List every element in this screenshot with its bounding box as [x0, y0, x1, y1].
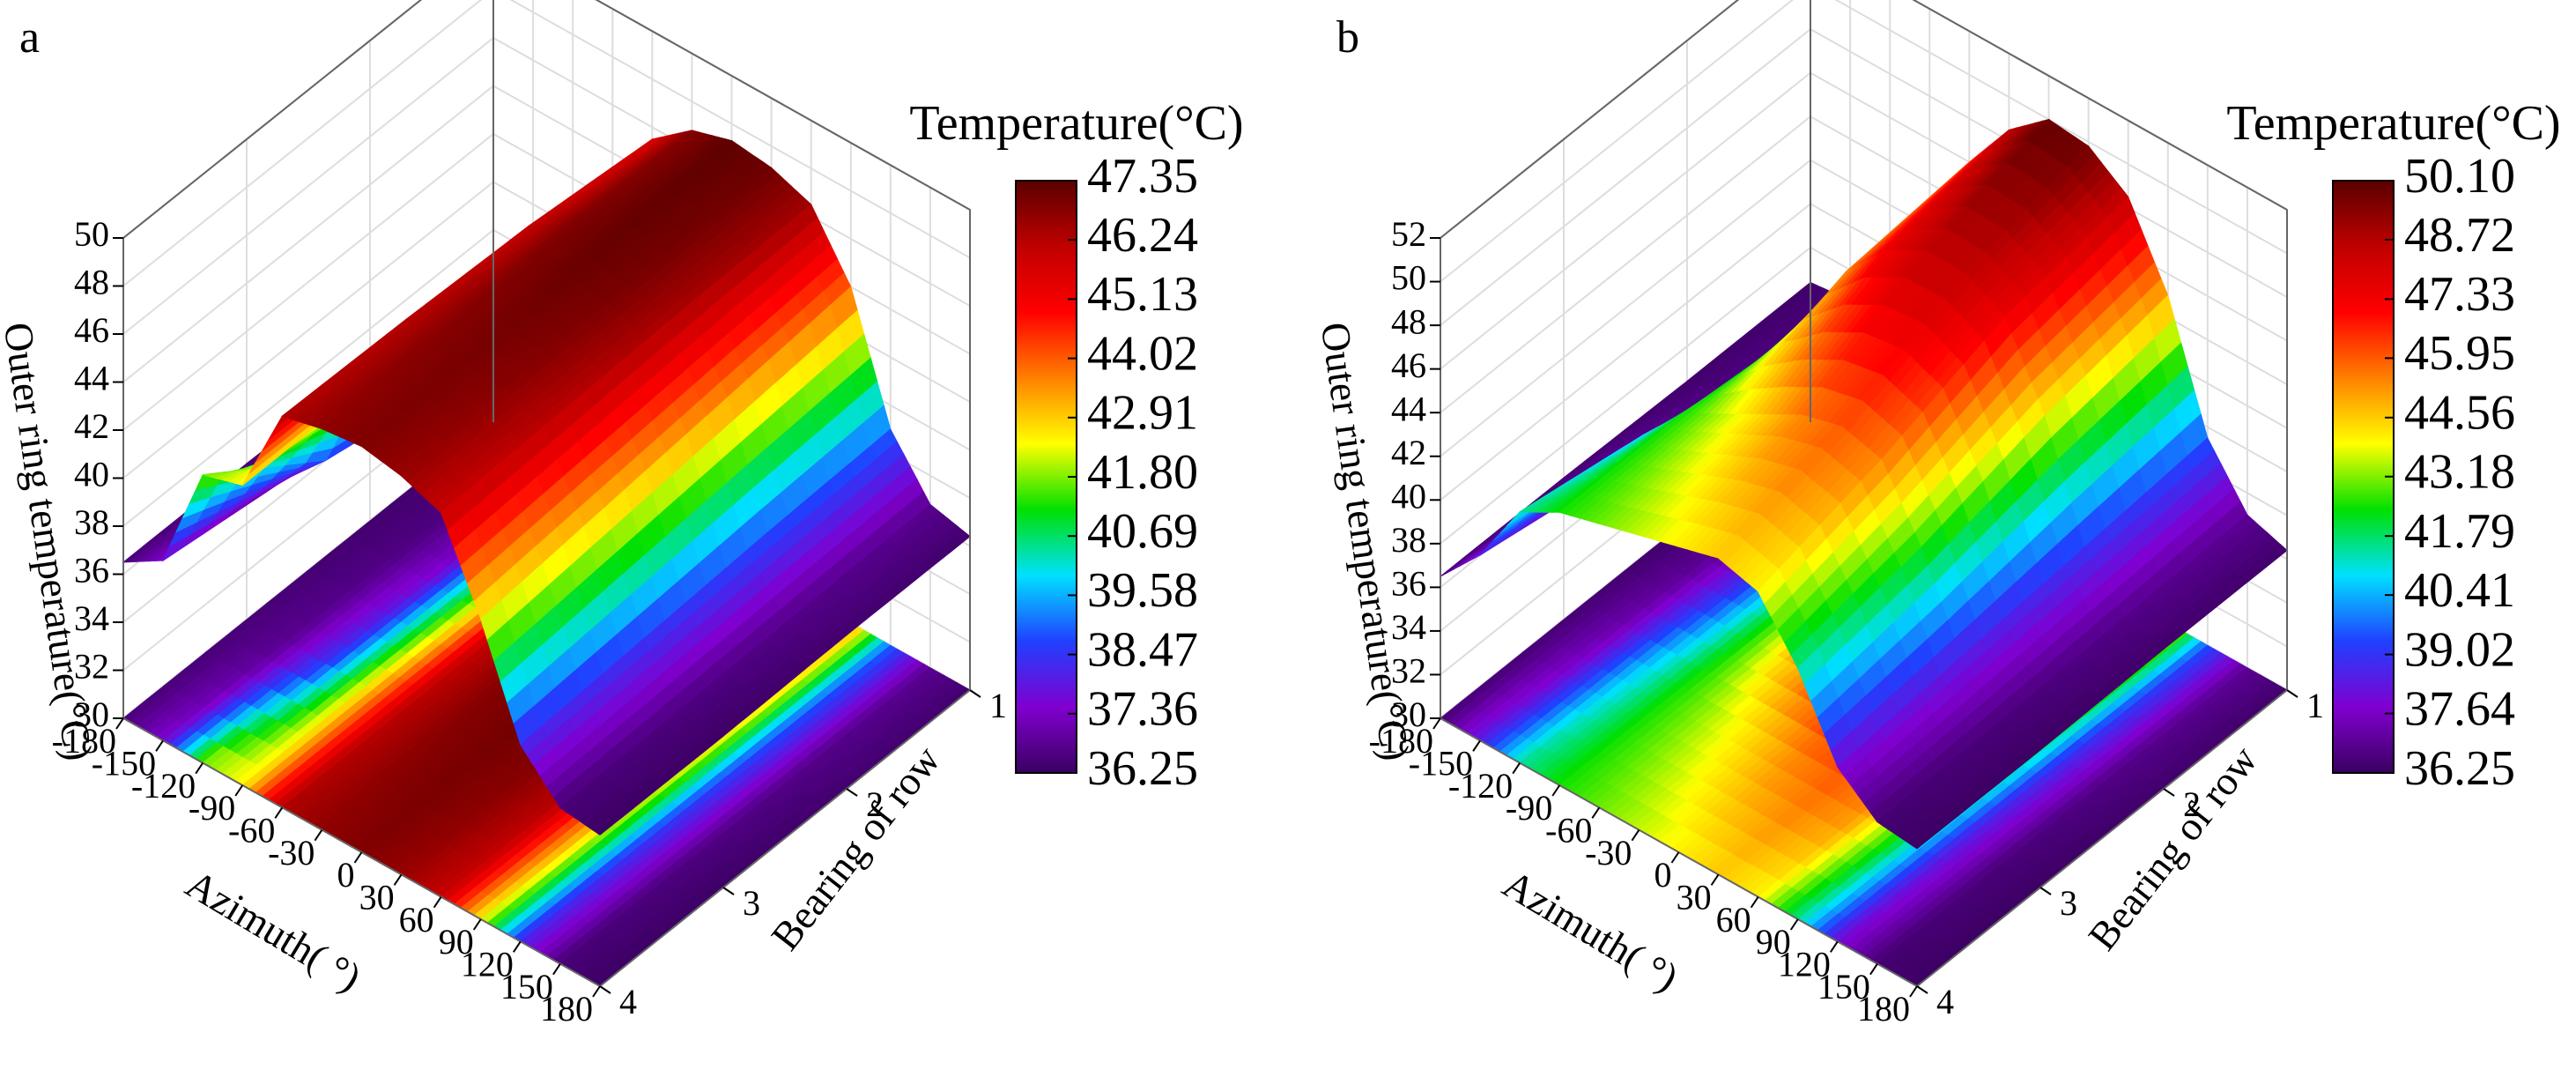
x-tick	[433, 896, 442, 909]
z-tick-label: 36	[74, 551, 109, 590]
x-tick	[314, 829, 323, 842]
x-tick-label: -30	[268, 833, 315, 873]
colorbar-tick-label: 45.13	[1087, 267, 1198, 322]
panel-label: a	[19, 12, 40, 63]
z-tick-label: 48	[74, 263, 109, 302]
x-tick	[592, 985, 601, 998]
x-tick	[513, 940, 522, 953]
x-tick-label: 30	[359, 878, 395, 917]
colorbar-tick-label: 37.36	[1087, 682, 1198, 737]
x-tick	[552, 963, 561, 976]
colorbar-title: Temperature(°C)	[909, 96, 1243, 151]
z-tick-label: 40	[74, 455, 109, 494]
x-tick	[393, 873, 403, 886]
z-tick-label: 42	[74, 406, 109, 446]
colorbar-tick-label: 47.35	[1087, 149, 1198, 204]
surface	[122, 130, 971, 836]
colorbar-tick-label: 39.58	[1087, 563, 1198, 618]
x-tick	[353, 851, 363, 864]
z-tick-label: 44	[74, 359, 109, 398]
colorbar-tick-label: 36.25	[1087, 741, 1198, 796]
z-tick-label: 46	[74, 310, 109, 350]
y-tick	[846, 788, 858, 797]
y-tick-label: 3	[743, 883, 760, 923]
x-tick	[274, 806, 284, 819]
y-tick	[722, 887, 735, 895]
y-tick	[969, 689, 981, 698]
y-tick	[599, 985, 611, 994]
colorbar-tick-label: 44.02	[1087, 326, 1198, 381]
colorbar-tick-label: 40.69	[1087, 504, 1198, 559]
y-tick-label: 4	[619, 982, 637, 1021]
colorbar	[1015, 180, 1077, 774]
colorbar-tick-label: 46.24	[1087, 208, 1198, 263]
x-tick-label: -120	[131, 766, 196, 806]
x-tick	[234, 784, 244, 797]
y-tick-label: 1	[989, 686, 1007, 725]
z-tick-label: 38	[74, 502, 109, 542]
x-tick-label: 180	[540, 989, 593, 1029]
x-tick	[115, 717, 124, 730]
colorbar-tick-label: 41.80	[1087, 445, 1198, 500]
z-tick-label: 50	[74, 214, 109, 254]
x-tick-label: 0	[337, 855, 355, 895]
x-tick-label: 60	[399, 900, 434, 940]
colorbar-tick-label: 42.91	[1087, 386, 1198, 441]
x-tick	[472, 918, 482, 931]
colorbar-tick-label: 38.47	[1087, 622, 1198, 677]
x-tick	[195, 762, 204, 775]
x-tick	[155, 739, 164, 752]
